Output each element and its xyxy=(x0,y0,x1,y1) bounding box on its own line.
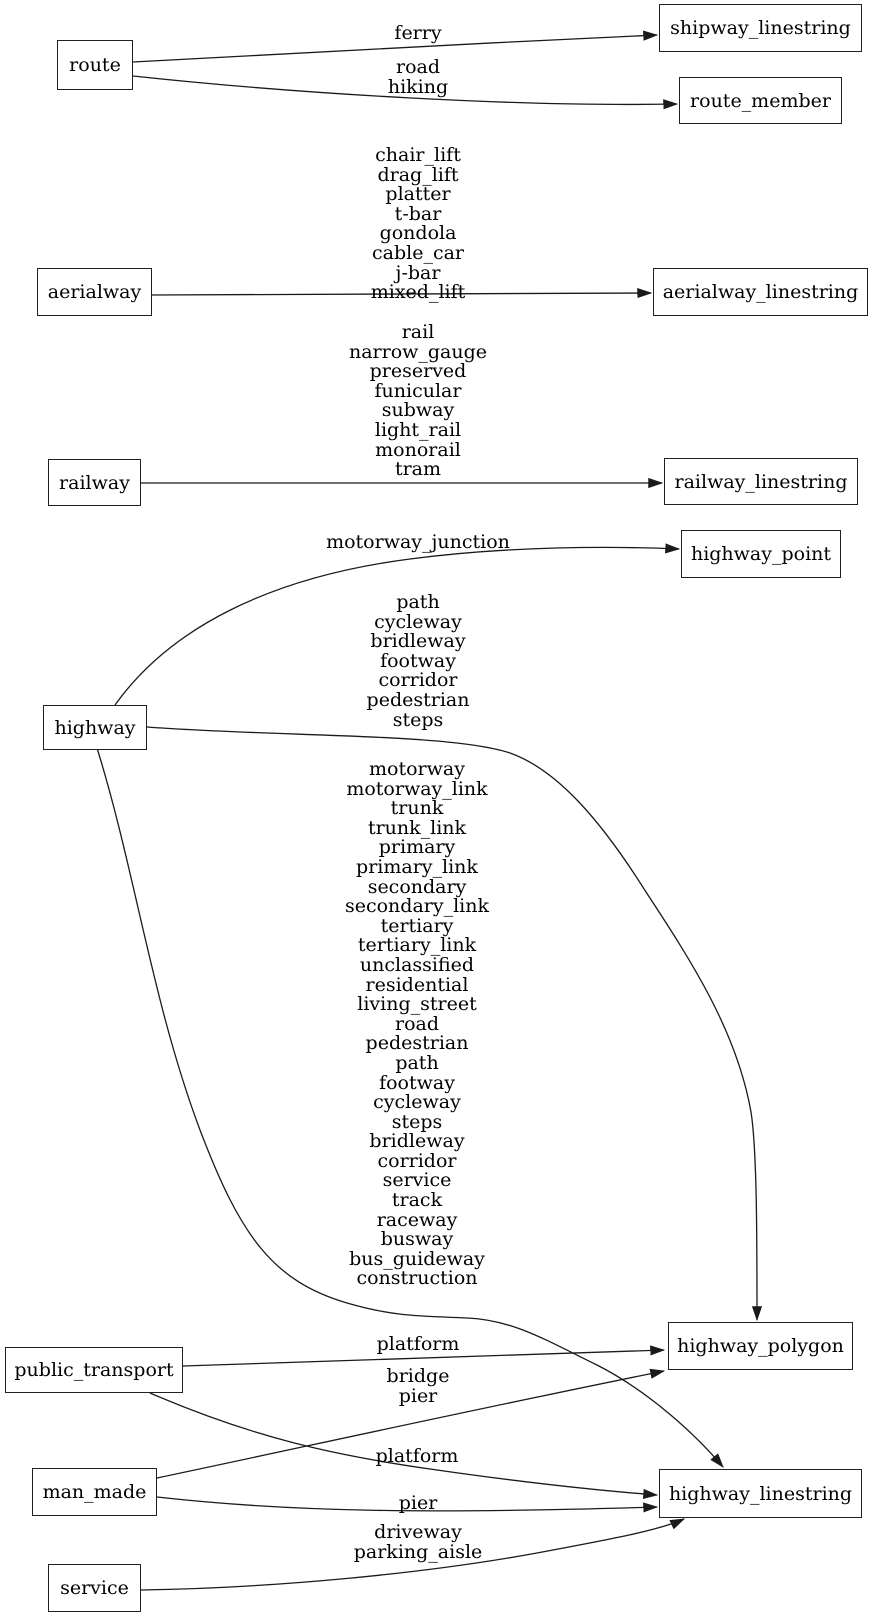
edge-highway-highway_linestring xyxy=(96,747,724,1468)
edge-public_transport-highway_linestring xyxy=(149,1392,659,1500)
edge-label-platform-polygon: platform xyxy=(376,1333,460,1355)
edge-label-pier-linestring: pier xyxy=(398,1492,438,1514)
edge-aerialway-aerialway_linestring xyxy=(151,287,653,299)
edge-service-highway_linestring xyxy=(140,1518,686,1591)
edge-label-aerialway-values: chair_lift drag_lift platter t-bar gondo… xyxy=(370,144,466,304)
node-railway_linestring: railway_linestring xyxy=(664,458,858,505)
node-highway_linestring: highway_linestring xyxy=(659,1469,862,1518)
node-aerialway: aerialway xyxy=(37,268,152,316)
edge-label-highway-linestring-values: motorway motorway_link trunk trunk_link … xyxy=(344,758,490,1290)
edge-highway-highway_point xyxy=(114,543,681,706)
edge-label-platform-linestring: platform xyxy=(375,1445,459,1467)
edge-man_made-highway_linestring xyxy=(156,1496,659,1513)
node-railway: railway xyxy=(48,459,141,506)
node-service: service xyxy=(48,1564,141,1612)
node-route_member: route_member xyxy=(679,77,842,124)
node-route: route xyxy=(57,40,133,90)
edge-man_made-highway_polygon xyxy=(156,1368,666,1479)
edge-label-railway-values: rail narrow_gauge preserved funicular su… xyxy=(348,321,488,481)
edge-label-driveway-parking_aisle: driveway parking_aisle xyxy=(353,1521,483,1563)
edge-route-route_member xyxy=(132,75,679,110)
node-public_transport: public_transport xyxy=(5,1347,183,1393)
edge-label-highway-polygon-values: path cycleway bridleway footway corridor… xyxy=(366,591,470,731)
edge-label-ferry: ferry xyxy=(394,22,442,44)
edge-highway-highway_polygon xyxy=(146,726,763,1322)
edge-label-bridge-pier: bridge pier xyxy=(386,1365,450,1407)
node-highway_point: highway_point xyxy=(681,530,841,578)
node-aerialway_linestring: aerialway_linestring xyxy=(653,268,868,316)
edge-label-road-hiking: road hiking xyxy=(387,56,449,98)
node-highway_polygon: highway_polygon xyxy=(668,1322,853,1370)
edge-public_transport-highway_polygon xyxy=(182,1345,666,1367)
node-shipway_linestring: shipway_linestring xyxy=(659,4,862,52)
node-highway: highway xyxy=(43,705,147,750)
edge-route-shipway_linestring xyxy=(132,30,659,63)
node-man_made: man_made xyxy=(32,1468,157,1516)
edge-label-motorway_junction: motorway_junction xyxy=(326,531,510,553)
